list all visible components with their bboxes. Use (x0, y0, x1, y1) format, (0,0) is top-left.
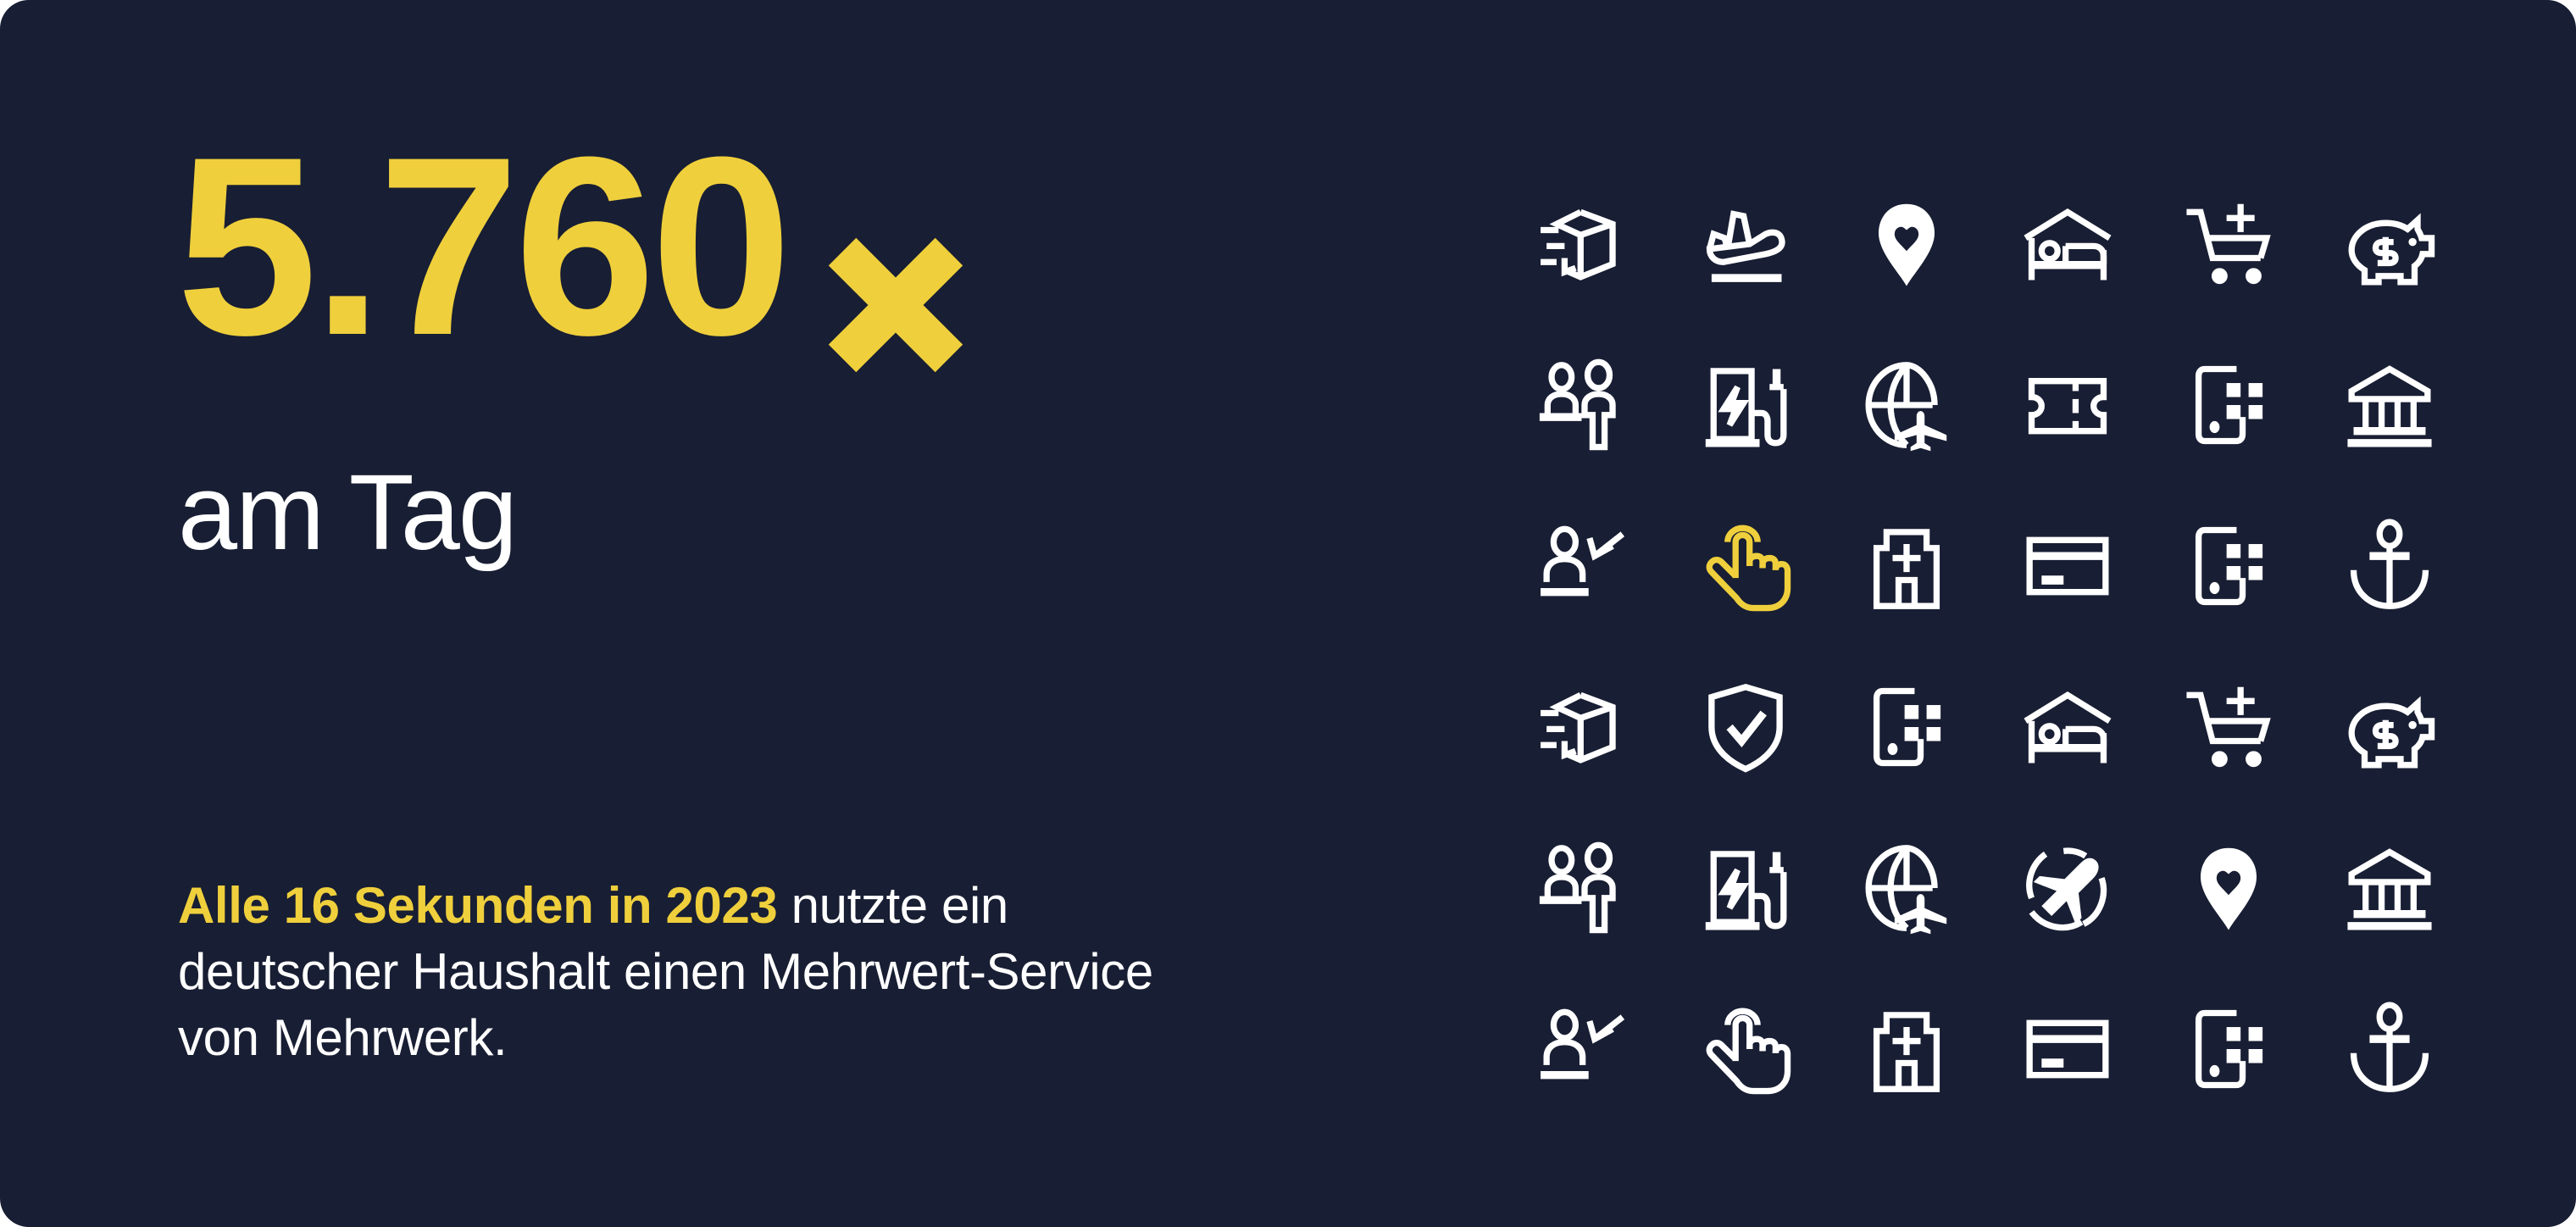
hospital-building-icon (1857, 999, 1957, 1099)
credit-card-icon (2018, 999, 2118, 1099)
icon-grid (1504, 164, 2470, 1130)
icon-cell (2309, 808, 2470, 969)
body-rest: nutzte ein deutscher Haushalt einen Mehr… (178, 877, 1153, 1066)
two-people-icon (1535, 355, 1635, 455)
multiplication-sign-icon (816, 225, 975, 385)
icon-cell (1826, 486, 1987, 647)
location-pin-heart-icon (2179, 838, 2279, 938)
bank-building-icon (2340, 355, 2440, 455)
person-flight-icon (1535, 516, 1635, 616)
icon-cell (2309, 969, 2470, 1130)
icon-cell (1987, 969, 2148, 1130)
anchor-icon (2340, 516, 2440, 616)
hospital-building-icon (1857, 516, 1957, 616)
subhead-label: am Tag (178, 452, 518, 572)
icon-cell (1665, 486, 1826, 647)
icon-cell (1987, 486, 2148, 647)
house-bed-icon (2018, 194, 2118, 294)
icon-cell (2148, 647, 2309, 808)
bank-building-icon (2340, 838, 2440, 938)
icon-cell (1826, 647, 1987, 808)
body-copy: Alle 16 Sekunden in 2023 nutzte ein deut… (178, 873, 1212, 1071)
headline-row: 5.760 (176, 103, 975, 388)
icon-cell (2148, 164, 2309, 325)
big-number-value: 5.760 (176, 103, 792, 388)
ticket-icon (2018, 355, 2118, 455)
icon-cell (1504, 164, 1665, 325)
icon-cell (1504, 325, 1665, 486)
icon-cell (2148, 325, 2309, 486)
icon-cell (1665, 647, 1826, 808)
icon-cell (1504, 486, 1665, 647)
icon-cell (2309, 325, 2470, 486)
package-delivery-icon (1535, 677, 1635, 777)
two-people-icon (1535, 838, 1635, 938)
icon-cell (2148, 486, 2309, 647)
house-bed-icon (2018, 677, 2118, 777)
icon-cell (1987, 164, 2148, 325)
text-column: 5.760 am Tag Alle 16 Sekunden in 2023 nu… (176, 0, 1380, 1227)
icon-cell (1826, 325, 1987, 486)
icon-cell (2148, 969, 2309, 1130)
mobile-keypad-icon (2179, 516, 2279, 616)
icon-cell (2309, 647, 2470, 808)
icon-cell (1987, 808, 2148, 969)
icon-cell (1987, 647, 2148, 808)
mobile-keypad-icon (2179, 355, 2279, 455)
body-highlight: Alle 16 Sekunden in 2023 (178, 877, 778, 934)
icon-cell (2309, 164, 2470, 325)
globe-airplane-icon (1857, 838, 1957, 938)
globe-airplane-icon (1857, 355, 1957, 455)
icon-cell (1665, 325, 1826, 486)
anchor-icon (2340, 999, 2440, 1099)
icon-cell (1504, 808, 1665, 969)
icon-cell (1504, 647, 1665, 808)
tap-hand-icon (1696, 516, 1796, 616)
shield-check-icon (1696, 677, 1796, 777)
mobile-keypad-icon (1857, 677, 1957, 777)
tap-hand-icon (1696, 999, 1796, 1099)
package-delivery-icon (1535, 194, 1635, 294)
location-pin-heart-icon (1857, 194, 1957, 294)
airplane-landing-icon (1696, 194, 1796, 294)
icon-cell (1826, 164, 1987, 325)
icon-cell (2148, 808, 2309, 969)
icon-cell (2309, 486, 2470, 647)
icon-cell (1826, 808, 1987, 969)
mobile-keypad-icon (2179, 999, 2279, 1099)
icon-cell (1665, 808, 1826, 969)
person-flight-icon (1535, 999, 1635, 1099)
icon-cell (1665, 164, 1826, 325)
flight-circle-icon (2018, 838, 2118, 938)
icon-cell (1504, 969, 1665, 1130)
credit-card-icon (2018, 516, 2118, 616)
icon-cell (1826, 969, 1987, 1130)
piggy-bank-icon (2340, 194, 2440, 294)
icon-cell (1987, 325, 2148, 486)
shopping-cart-plus-icon (2179, 194, 2279, 294)
icon-cell (1665, 969, 1826, 1130)
ev-charging-station-icon (1696, 355, 1796, 455)
shopping-cart-plus-icon (2179, 677, 2279, 777)
piggy-bank-icon (2340, 677, 2440, 777)
ev-charging-station-icon (1696, 838, 1796, 938)
